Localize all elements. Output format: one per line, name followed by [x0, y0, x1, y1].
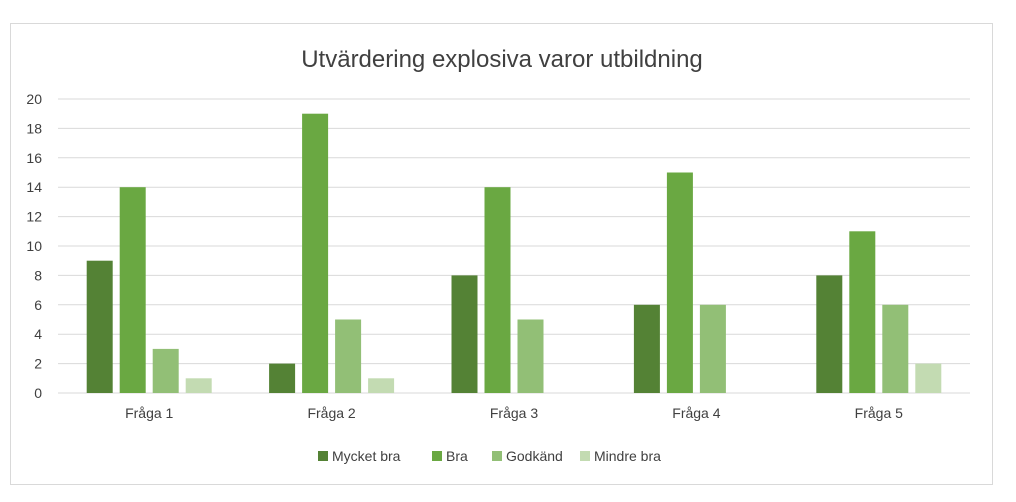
legend-swatch	[318, 451, 328, 461]
y-tick-label: 12	[26, 209, 42, 225]
bar-mycket-bra	[633, 304, 660, 393]
legend-label: Godkänd	[506, 448, 563, 464]
bar-godkänd	[699, 304, 726, 393]
bar-mindre-bra	[915, 363, 942, 393]
bar-mycket-bra	[816, 275, 843, 393]
y-axis-ticks: 0 2 4 6 8 10 12 14 16 18 20	[26, 91, 42, 401]
y-tick-label: 16	[26, 150, 42, 166]
y-tick-label: 18	[26, 120, 42, 136]
x-tick-label: Fråga 2	[307, 405, 355, 421]
chart-title: Utvärdering explosiva varor utbildning	[301, 46, 703, 73]
bar-bra	[849, 231, 876, 393]
bars	[86, 113, 942, 393]
bar-godkänd	[152, 348, 179, 393]
legend-label: Bra	[446, 448, 468, 464]
y-tick-label: 4	[34, 326, 42, 342]
x-tick-label: Fråga 4	[672, 405, 720, 421]
bar-bra	[666, 172, 693, 393]
x-tick-label: Fråga 5	[855, 405, 903, 421]
legend-label: Mycket bra	[332, 448, 401, 464]
bar-mindre-bra	[368, 378, 395, 393]
bar-bra	[484, 187, 511, 393]
bar-godkänd	[335, 319, 362, 393]
bar-godkänd	[882, 304, 909, 393]
legend-label: Mindre bra	[594, 448, 661, 464]
bar-godkänd	[517, 319, 544, 393]
bar-mycket-bra	[269, 363, 296, 393]
x-tick-label: Fråga 3	[490, 405, 538, 421]
y-tick-label: 2	[34, 356, 42, 372]
bar-bra	[302, 113, 329, 393]
bar-mycket-bra	[451, 275, 478, 393]
bar-bra	[119, 187, 146, 393]
legend-swatch	[580, 451, 590, 461]
y-tick-label: 14	[26, 179, 42, 195]
legend-swatch	[432, 451, 442, 461]
y-tick-label: 0	[34, 385, 42, 401]
y-tick-label: 8	[34, 267, 42, 283]
bar-mindre-bra	[185, 378, 212, 393]
legend-swatch	[492, 451, 502, 461]
y-tick-label: 10	[26, 238, 42, 254]
x-tick-label: Fråga 1	[125, 405, 173, 421]
y-tick-label: 6	[34, 297, 42, 313]
x-axis-ticks: Fråga 1 Fråga 2 Fråga 3 Fråga 4 Fråga 5	[125, 405, 903, 421]
y-tick-label: 20	[26, 91, 42, 107]
bar-mycket-bra	[86, 260, 113, 393]
legend: Mycket bra Bra Godkänd Mindre bra	[318, 448, 661, 464]
